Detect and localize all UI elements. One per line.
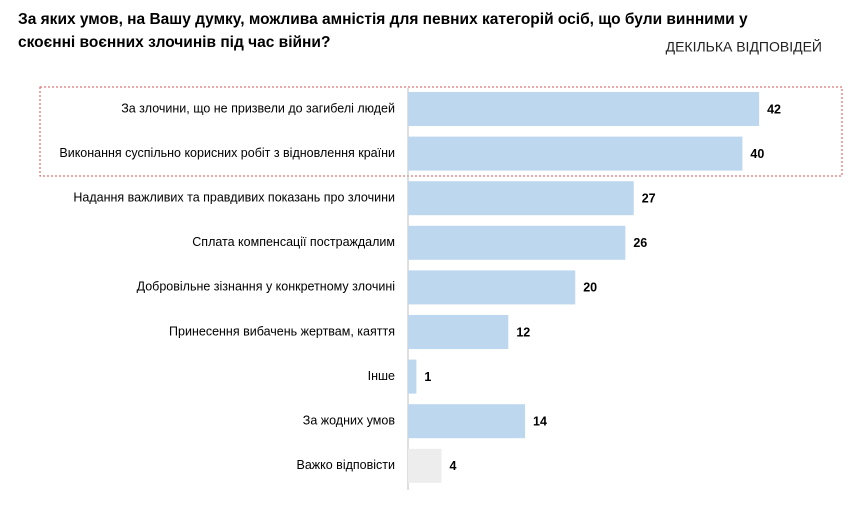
chart-subtitle: ДЕКІЛЬКА ВІДПОВІДЕЙ [666,38,822,55]
value-label: 1 [424,370,431,384]
value-label: 42 [767,102,781,116]
bar [408,359,417,394]
value-label: 4 [449,459,456,473]
bar [408,270,576,305]
category-label: Виконання суспільно корисних робіт з від… [59,146,395,160]
category-label: Добровільне зізнання у конкретному злочи… [137,280,395,294]
value-label: 14 [533,414,547,428]
value-label: 20 [583,281,597,295]
bar [408,404,526,439]
highlight-box [39,86,843,177]
category-label: Сплата компенсації постраждалим [192,235,395,249]
category-label: Важко відповісти [297,458,396,472]
bar [408,136,743,171]
value-label: 40 [750,147,764,161]
category-label: За злочини, що не призвели до загибелі л… [121,101,395,115]
chart-title: За яких умов, на Вашу думку, можлива амн… [18,11,748,28]
value-label: 26 [633,236,647,250]
value-label: 27 [642,191,656,205]
bar [408,92,760,126]
category-label: За жодних умов [303,413,396,427]
bar [408,448,442,483]
value-label: 12 [516,325,530,339]
category-label: Інше [368,369,395,383]
chart-title: скоєнні воєнних злочинів під час війни? [18,34,330,51]
bar [408,225,626,260]
bar [408,181,634,216]
category-label: Надання важливих та правдивих показань п… [73,190,395,204]
category-label: Принесення вибачень жертвам, каяття [169,324,395,338]
bar [408,315,509,349]
